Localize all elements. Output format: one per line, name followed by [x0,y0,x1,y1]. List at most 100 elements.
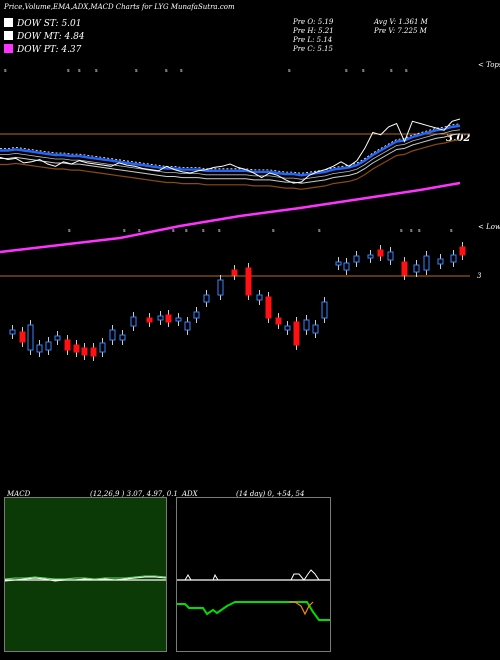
legend-label: DOW ST: 5.01 [17,19,82,29]
stat-prev-open: Pre O: 5.19 [293,18,334,26]
candle-body [54,335,61,341]
ema-band-mid [0,133,461,184]
top-marker: s [390,68,393,74]
legend-dow-st: DOW ST: 5.01 [4,18,164,29]
candle-body [367,254,374,259]
low-marker: s [172,228,175,234]
price-line [0,118,461,184]
legend-label: DOW PT: 4.37 [17,45,82,55]
low-marker: s [410,228,413,234]
stat-avg-volume: Avg V: 1.361 M [374,18,428,26]
candle-body [293,321,300,346]
candle-body [401,261,408,276]
macd-params: (12,26,9 ) 3.07, 4.97, 0.1 [90,490,178,498]
price-level-label: 3 [477,272,482,280]
candle-body [343,262,350,271]
legend-swatch [4,44,13,53]
low-marker: s [400,228,403,234]
top-marker: s [345,68,348,74]
candle-body [36,344,43,353]
candle-body [335,261,342,266]
candle-body [423,255,430,271]
low-marker: s [418,228,421,234]
legend-dow-mt: DOW MT: 4.84 [4,31,164,42]
candle-body [245,267,252,296]
candle-body [217,279,224,296]
adx-title: ADX [182,490,198,498]
tops-label: < Tops [478,61,500,69]
adx-line [177,569,330,581]
candle-body [275,317,282,325]
stat-prev-volume: Pre V: 7.225 M [374,27,427,35]
candle-body [353,255,360,263]
candle-body [81,347,88,356]
chart-title: Price,Volume,EMA,ADX,MACD Charts for LYG… [4,3,235,11]
top-marker: s [67,68,70,74]
candle-body [193,311,200,319]
low-marker: s [68,228,71,234]
candle-body [119,334,126,341]
top-marker: s [95,68,98,74]
stat-prev-high: Pre H: 5.21 [293,27,334,35]
candle-body [413,264,420,273]
macd-title: MACD [7,490,31,498]
legend-dow-pt: DOW PT: 4.37 [4,44,164,55]
stat-prev-low: Pre L: 5.14 [293,36,333,44]
dow-pt-trend-line [0,181,461,254]
low-marker: s [123,228,126,234]
adx-panel [176,497,331,652]
ema-value-label: 3.02 [446,133,471,144]
low-marker: s [218,228,221,234]
candle-body [73,344,80,353]
candle-body [64,339,71,351]
candle-body [175,317,182,322]
adx-params: (14 day) 0, +54, 54 [236,490,305,498]
candle-body [450,254,457,263]
top-marker: s [180,68,183,74]
ema-fast-line [0,124,461,177]
candle-body [165,314,172,323]
minus-di-line [289,601,314,616]
candle-body [303,319,310,331]
candle-body [437,258,444,265]
candle-body [459,246,466,256]
candle-body [256,294,263,301]
candle-body [109,329,116,341]
candle-body [312,324,319,334]
candle-body [130,316,137,327]
lows-label: < Lows [478,223,500,231]
plus-di-line [177,601,330,621]
ema-dotted-line [0,123,461,174]
candle-body [203,294,210,303]
candle-body [45,341,52,351]
candle-body [377,249,384,257]
candle-body [9,329,16,335]
candle-body [284,325,291,331]
legend-label: DOW MT: 4.84 [17,32,85,42]
candle-body [19,331,26,343]
macd-line [5,576,166,582]
low-marker: s [318,228,321,234]
top-marker: s [362,68,365,74]
stat-prev-close: Pre C: 5.15 [293,45,333,53]
legend-swatch [4,18,13,27]
candle-body [99,342,106,353]
candle-body [146,317,153,323]
low-marker: s [138,228,141,234]
macd-signal-line [5,575,166,580]
ema-band-long [0,139,461,190]
candle-body [90,347,97,357]
low-marker: s [272,228,275,234]
ema-band-slow [0,129,461,180]
top-marker: s [165,68,168,74]
top-marker: s [135,68,138,74]
top-marker: s [288,68,291,74]
candle-body [321,301,328,319]
candle-body [265,296,272,319]
candle-body [27,324,34,351]
top-marker: s [4,68,7,74]
candle-body [184,321,191,331]
low-marker: s [185,228,188,234]
top-marker: s [405,68,408,74]
low-marker: s [202,228,205,234]
